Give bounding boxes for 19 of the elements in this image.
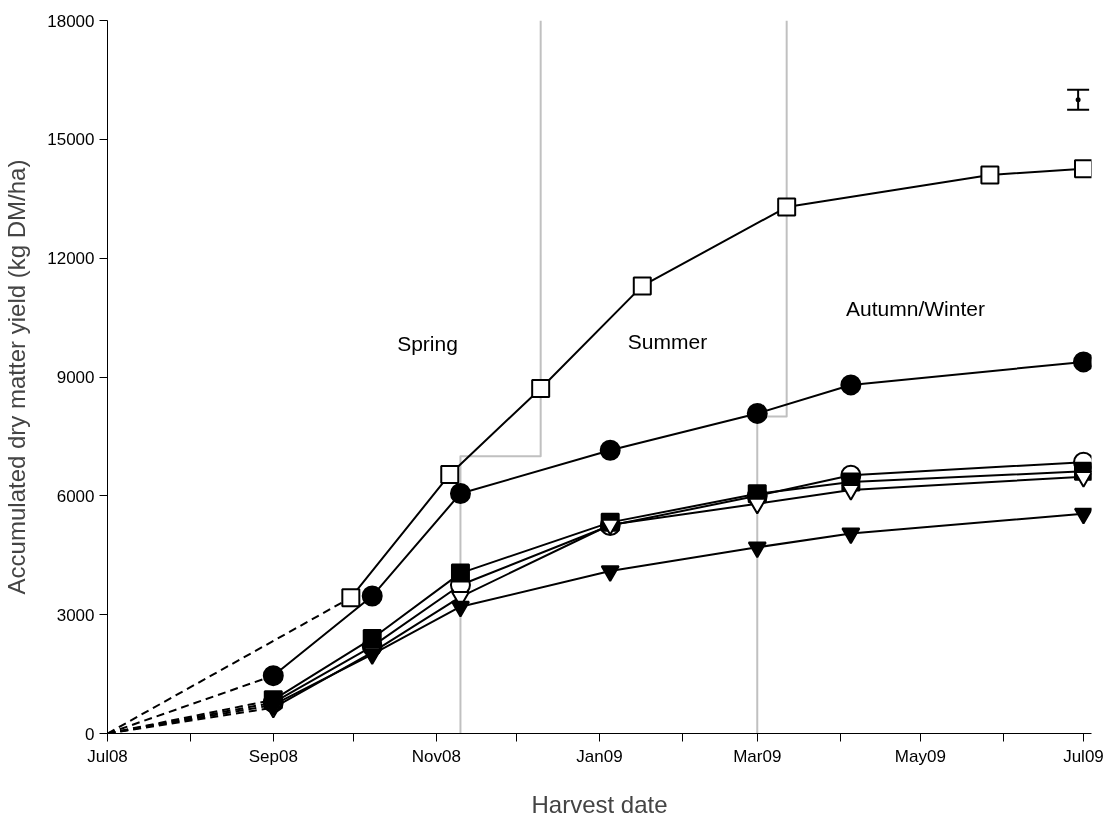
annotation: Summer bbox=[627, 330, 708, 353]
x-tick-label: Nov08 bbox=[411, 746, 461, 766]
x-axis-title: Harvest date bbox=[531, 790, 668, 818]
annotation: Spring bbox=[397, 332, 458, 355]
annotation: Autumn/Winter bbox=[846, 297, 985, 320]
y-tick-label: 18000 bbox=[47, 11, 95, 31]
y-tick-label: 9000 bbox=[56, 368, 95, 387]
y-tick-label: 12000 bbox=[47, 249, 95, 269]
x-tick-label: Jan09 bbox=[576, 746, 623, 766]
y-tick-label: 3000 bbox=[56, 605, 95, 625]
x-tick-label: Jul08 bbox=[87, 746, 128, 766]
x-tick-label: Sep08 bbox=[248, 746, 298, 766]
y-tick-label: 15000 bbox=[47, 130, 95, 150]
x-tick-label: May09 bbox=[894, 746, 946, 766]
x-tick-label: Jul09 bbox=[1063, 746, 1104, 766]
y-tick-label: 0 bbox=[85, 724, 95, 744]
y-tick-label: 6000 bbox=[56, 486, 95, 506]
x-tick-label: Mar09 bbox=[733, 746, 782, 766]
y-axis-title: Accumulated dry matter yield (kg DM/ha) bbox=[3, 159, 31, 595]
